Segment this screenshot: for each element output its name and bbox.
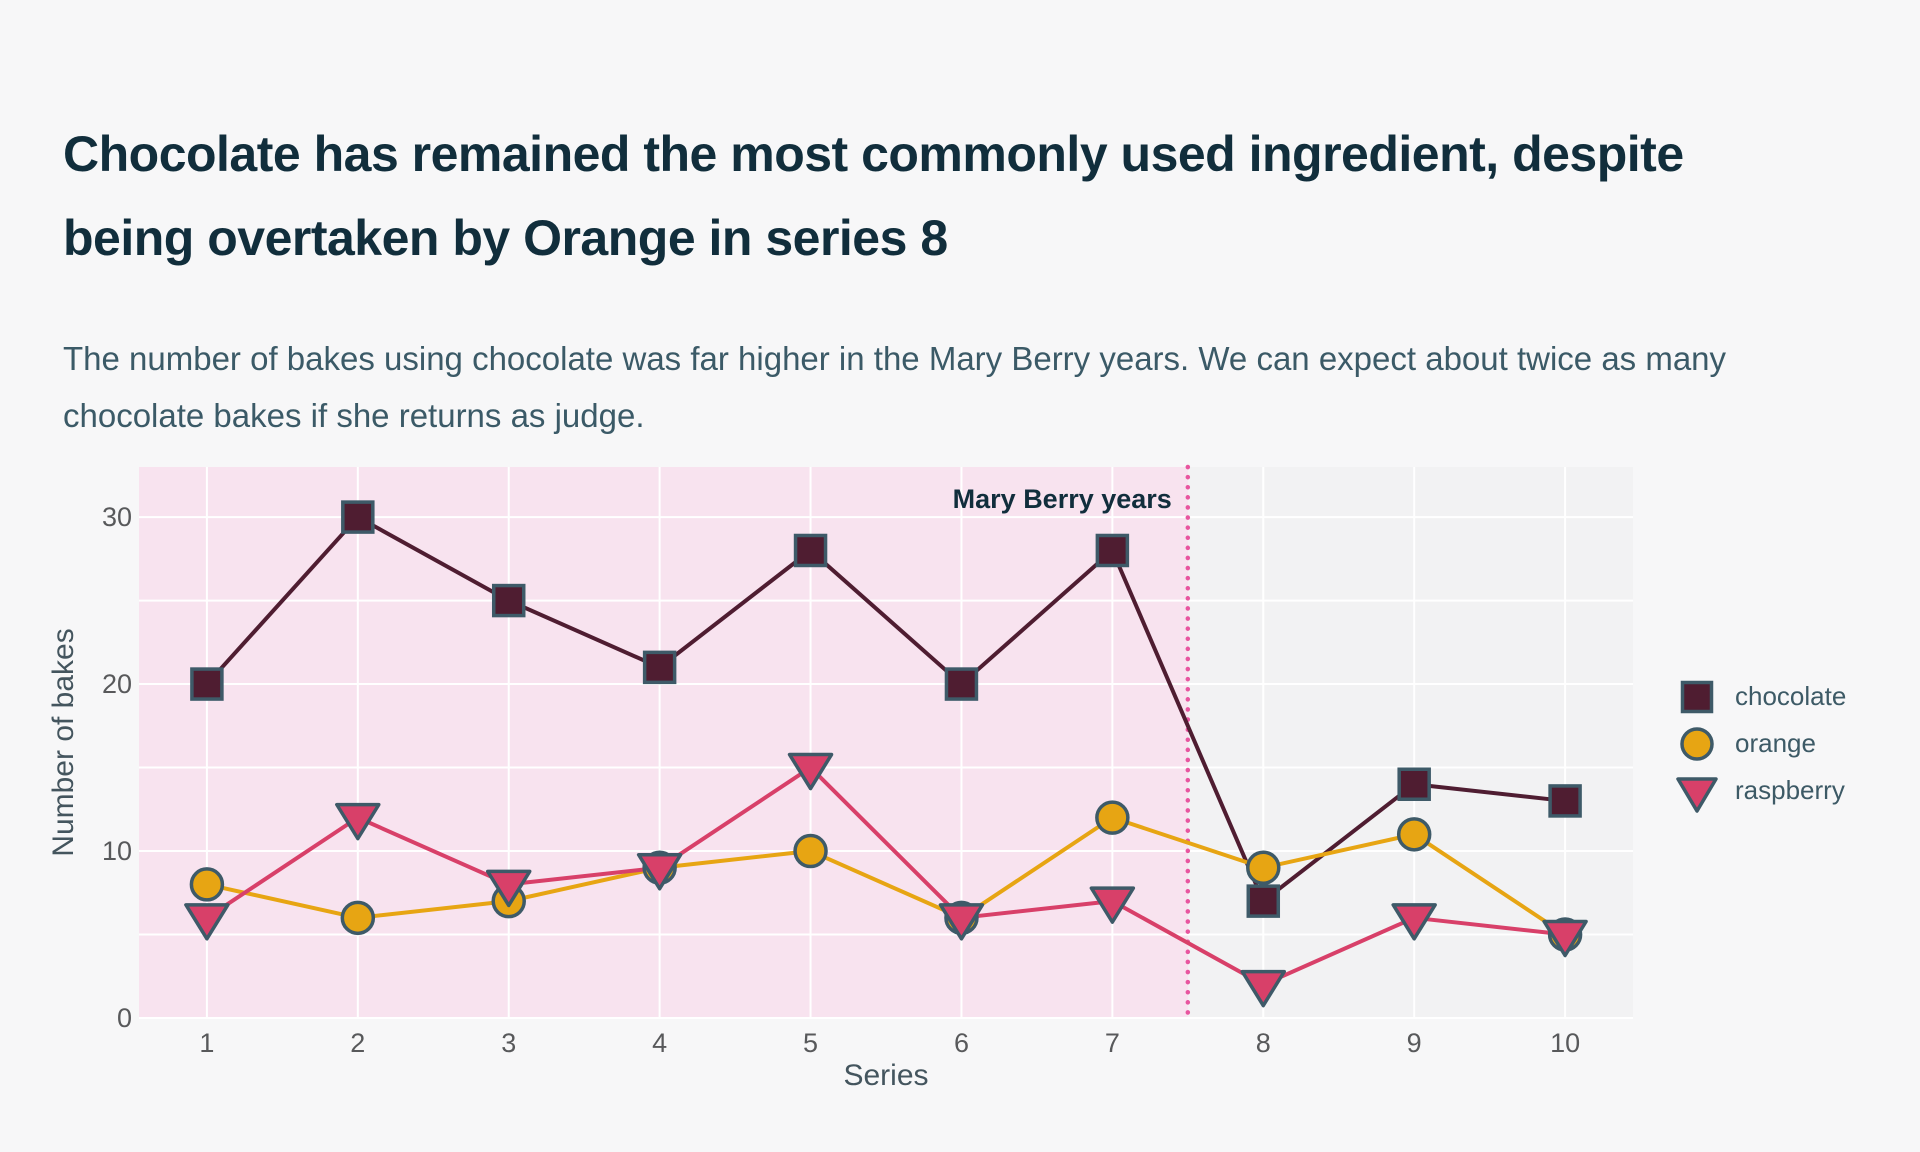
data-point-chocolate-7[interactable] (1095, 533, 1130, 568)
legend: chocolate orange raspberry (1674, 673, 1846, 814)
orange-circle-icon (1680, 726, 1714, 761)
y-tick-label-10: 10 (102, 836, 132, 866)
chart-subtitle: The number of bakes using chocolate was … (63, 340, 1727, 434)
data-point-orange-5[interactable] (793, 833, 828, 869)
data-point-chocolate-5[interactable] (793, 533, 828, 568)
x-axis-title: Series (843, 1059, 928, 1092)
y-axis-title: Number of bakes (47, 628, 80, 856)
data-point-raspberry-7[interactable] (1089, 886, 1136, 924)
x-tick-label-7: 7 (1105, 1028, 1120, 1058)
y-tick-label-30: 30 (102, 502, 132, 532)
data-point-raspberry-5[interactable] (787, 752, 834, 791)
data-point-raspberry-2[interactable] (335, 802, 381, 841)
data-point-chocolate-10[interactable] (1548, 784, 1582, 818)
data-point-chocolate-2[interactable] (341, 500, 375, 534)
data-point-raspberry-3[interactable] (485, 869, 532, 908)
band-label: Mary Berry years (953, 484, 1172, 514)
data-point-raspberry-10[interactable] (1542, 919, 1588, 958)
x-tick-label-2: 2 (350, 1028, 365, 1058)
chart-title: Chocolate has remained the most commonly… (63, 125, 1684, 266)
data-point-chocolate-3[interactable] (491, 583, 526, 618)
data-point-orange-7[interactable] (1095, 800, 1130, 835)
data-point-chocolate-6[interactable] (944, 667, 979, 701)
legend-item-orange[interactable]: orange (1674, 720, 1846, 767)
mary-berry-years-band (139, 467, 1188, 1018)
series-line-chocolate (204, 515, 1568, 904)
data-point-raspberry-9[interactable] (1391, 903, 1437, 941)
data-point-chocolate-4[interactable] (642, 650, 677, 685)
y-tick-label-0: 0 (117, 1003, 132, 1033)
data-point-chocolate-9[interactable] (1397, 767, 1431, 801)
data-point-raspberry-1[interactable] (184, 903, 230, 941)
x-tick-label-1: 1 (199, 1028, 214, 1058)
x-tick-label-9: 9 (1407, 1028, 1422, 1058)
data-point-orange-2[interactable] (340, 900, 376, 936)
x-tick-label-3: 3 (501, 1028, 516, 1058)
x-tick-label-4: 4 (652, 1028, 667, 1058)
data-point-chocolate-1[interactable] (190, 667, 224, 701)
x-tick-label-10: 10 (1550, 1028, 1580, 1058)
legend-label-raspberry: raspberry (1735, 775, 1845, 805)
y-tick-label-20: 20 (102, 669, 132, 699)
series-line-raspberry (204, 765, 1568, 987)
legend-label-chocolate: chocolate (1735, 681, 1847, 711)
data-point-orange-8[interactable] (1246, 850, 1281, 885)
series-line-orange (204, 815, 1568, 937)
data-point-orange-1[interactable] (189, 867, 225, 902)
data-point-raspberry-6[interactable] (938, 903, 985, 941)
x-tick-label-5: 5 (803, 1028, 818, 1058)
x-tick-label-6: 6 (954, 1028, 969, 1058)
data-point-orange-9[interactable] (1396, 817, 1432, 852)
raspberry-triangle-icon (1676, 776, 1718, 813)
data-point-raspberry-4[interactable] (636, 852, 683, 891)
legend-item-chocolate[interactable]: chocolate (1674, 673, 1846, 720)
legend-item-raspberry[interactable]: raspberry (1674, 767, 1846, 814)
legend-label-orange: orange (1735, 728, 1816, 758)
data-point-raspberry-8[interactable] (1240, 969, 1287, 1008)
data-point-chocolate-8[interactable] (1246, 884, 1281, 918)
chocolate-square-icon (1680, 680, 1714, 713)
x-tick-label-8: 8 (1256, 1028, 1271, 1058)
